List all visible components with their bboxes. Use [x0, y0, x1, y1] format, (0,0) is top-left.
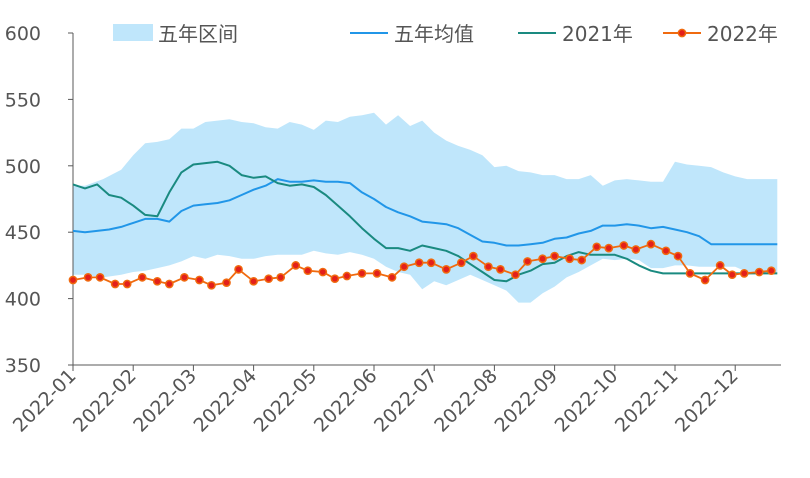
point-2022 [249, 276, 258, 286]
point-2022 [754, 267, 764, 277]
legend-label-five-year-range: 五年区间 [158, 22, 238, 46]
series-line-2021 [72, 160, 778, 283]
point-2022 [550, 251, 559, 261]
point-2022 [673, 251, 683, 261]
point-2022 [538, 254, 547, 264]
point-2022 [122, 279, 132, 289]
point-2022 [152, 276, 162, 286]
point-2022 [110, 279, 120, 289]
x-tick-label: 2022-03 [129, 365, 201, 437]
point-2022 [222, 278, 231, 288]
legend-label-2021: 2021年 [562, 22, 633, 46]
y-tick-label: 500 [5, 156, 41, 178]
point-2022 [685, 269, 695, 278]
series-line-five-year-mean [72, 178, 778, 247]
x-tick-label: 2022-09 [490, 365, 562, 437]
point-2022 [468, 251, 478, 261]
point-2022 [604, 243, 614, 253]
series-layer [68, 160, 778, 290]
point-2022 [357, 269, 367, 278]
axes-layer [68, 32, 781, 371]
point-2022 [137, 273, 147, 282]
point-2022 [496, 265, 505, 274]
point-2022 [727, 270, 737, 280]
point-2022 [83, 273, 93, 282]
point-2022 [739, 269, 749, 278]
point-2022 [715, 261, 725, 270]
point-2022 [291, 261, 301, 270]
point-2022 [303, 266, 313, 276]
y-tick-label: 550 [5, 89, 41, 111]
point-2022 [646, 239, 656, 249]
x-tick-label: 2022-08 [430, 365, 502, 437]
y-tick-label: 350 [5, 355, 41, 377]
x-tick-label: 2022-04 [189, 365, 261, 437]
point-2022 [195, 275, 204, 285]
point-2022 [577, 255, 587, 265]
point-2022 [234, 265, 243, 274]
x-tick-label: 2022-05 [250, 365, 322, 437]
y-tick-label: 450 [5, 222, 41, 244]
point-2022 [766, 266, 776, 276]
point-2022 [207, 280, 216, 290]
x-tick-label: 2022-10 [551, 365, 623, 437]
series-line-2022 [72, 243, 772, 287]
point-2022 [700, 275, 710, 285]
x-tick-label: 2022-07 [370, 365, 442, 437]
point-2022 [95, 273, 105, 282]
legend-label-2022: 2022年 [707, 22, 778, 46]
point-2022 [414, 258, 424, 268]
legend-swatch-five-year-range [113, 24, 153, 41]
point-2022 [164, 279, 174, 289]
y-tick-label: 400 [5, 289, 41, 311]
point-2022 [330, 274, 340, 284]
point-2022 [619, 241, 629, 250]
point-2022 [426, 258, 436, 268]
point-2022 [441, 265, 451, 274]
legend-label-five-year-mean: 五年均值 [394, 22, 474, 46]
x-tick-label: 2022-06 [310, 365, 382, 437]
legend: 五年区间 五年均值 2021年 2022年 [113, 22, 778, 46]
y-tick-label: 600 [5, 23, 41, 45]
point-2022 [399, 262, 409, 272]
point-2022 [511, 270, 520, 280]
point-2022 [342, 271, 352, 281]
point-2022 [484, 262, 493, 272]
legend-marker-2022 [677, 28, 687, 38]
point-2022 [318, 267, 328, 277]
point-2022 [68, 275, 78, 285]
point-2022 [180, 273, 189, 282]
x-tick-label: 2022-12 [671, 365, 743, 437]
point-2022 [387, 273, 397, 282]
x-tick-label: 2022-02 [69, 365, 141, 437]
point-2022 [661, 246, 671, 256]
point-2022 [276, 273, 286, 282]
point-2022 [592, 242, 602, 252]
point-2022 [631, 245, 641, 254]
point-2022 [523, 257, 532, 266]
x-tick-label: 2022-11 [611, 365, 683, 437]
point-2022 [264, 274, 273, 284]
point-2022 [372, 269, 382, 278]
point-2022 [456, 258, 466, 268]
point-2022 [565, 254, 575, 264]
